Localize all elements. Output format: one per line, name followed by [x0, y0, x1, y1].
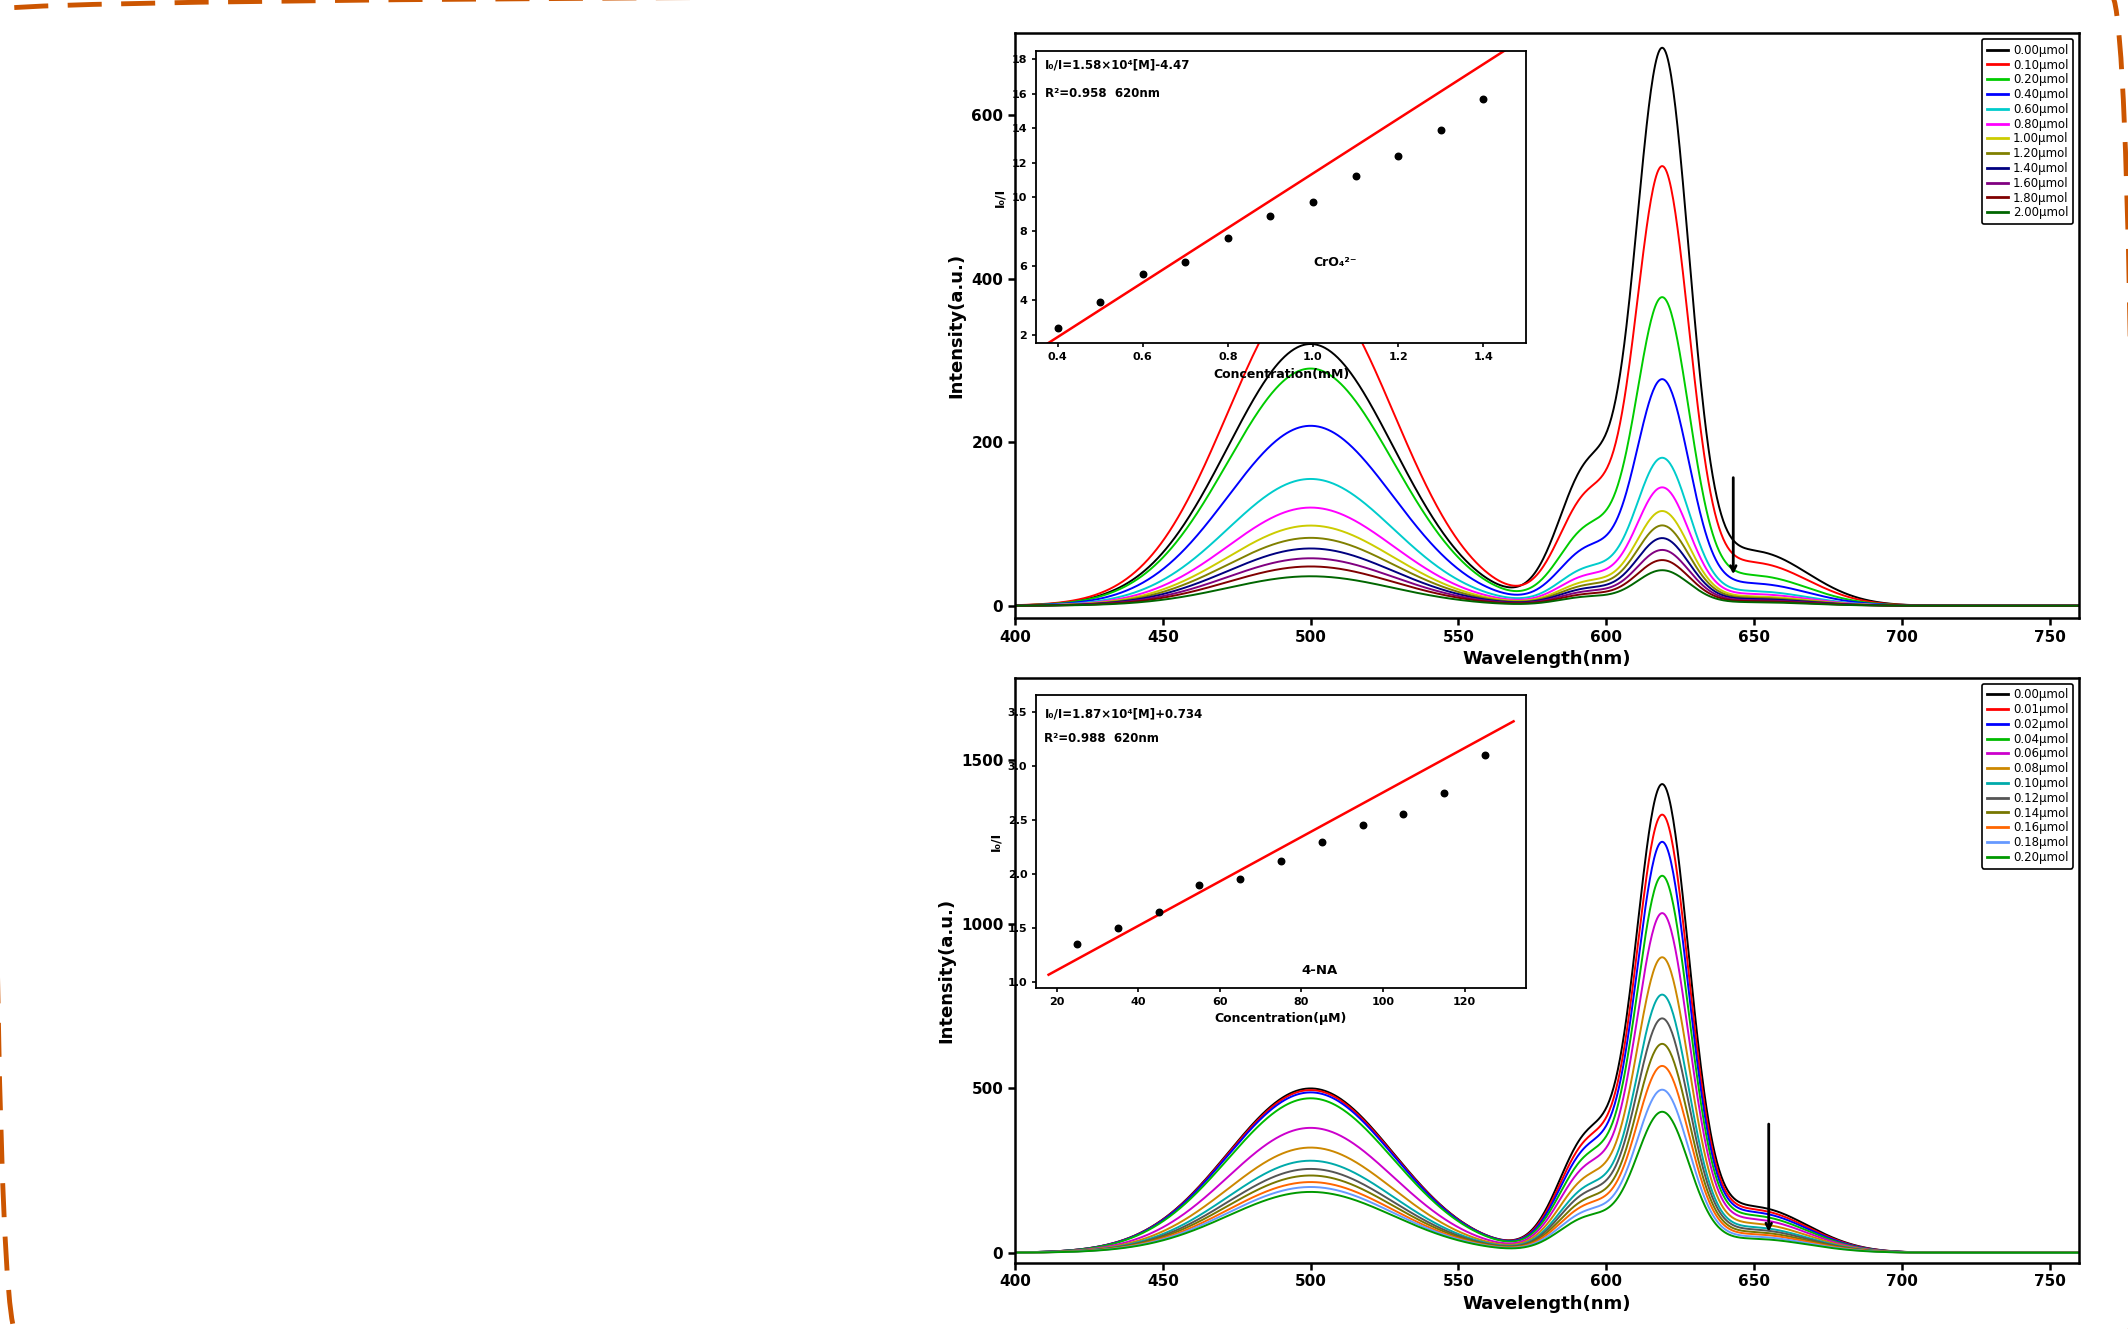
X-axis label: Wavelength(nm): Wavelength(nm) — [1462, 650, 1632, 668]
Legend: 0.00μmol, 0.01μmol, 0.02μmol, 0.04μmol, 0.06μmol, 0.08μmol, 0.10μmol, 0.12μmol, : 0.00μmol, 0.01μmol, 0.02μmol, 0.04μmol, … — [1981, 683, 2073, 869]
X-axis label: Wavelength(nm): Wavelength(nm) — [1462, 1294, 1632, 1313]
Legend: 0.00μmol, 0.10μmol, 0.20μmol, 0.40μmol, 0.60μmol, 0.80μmol, 1.00μmol, 1.20μmol, : 0.00μmol, 0.10μmol, 0.20μmol, 0.40μmol, … — [1981, 39, 2073, 225]
Y-axis label: Intensity(a.u.): Intensity(a.u.) — [947, 253, 966, 399]
Y-axis label: Intensity(a.u.): Intensity(a.u.) — [936, 897, 955, 1043]
